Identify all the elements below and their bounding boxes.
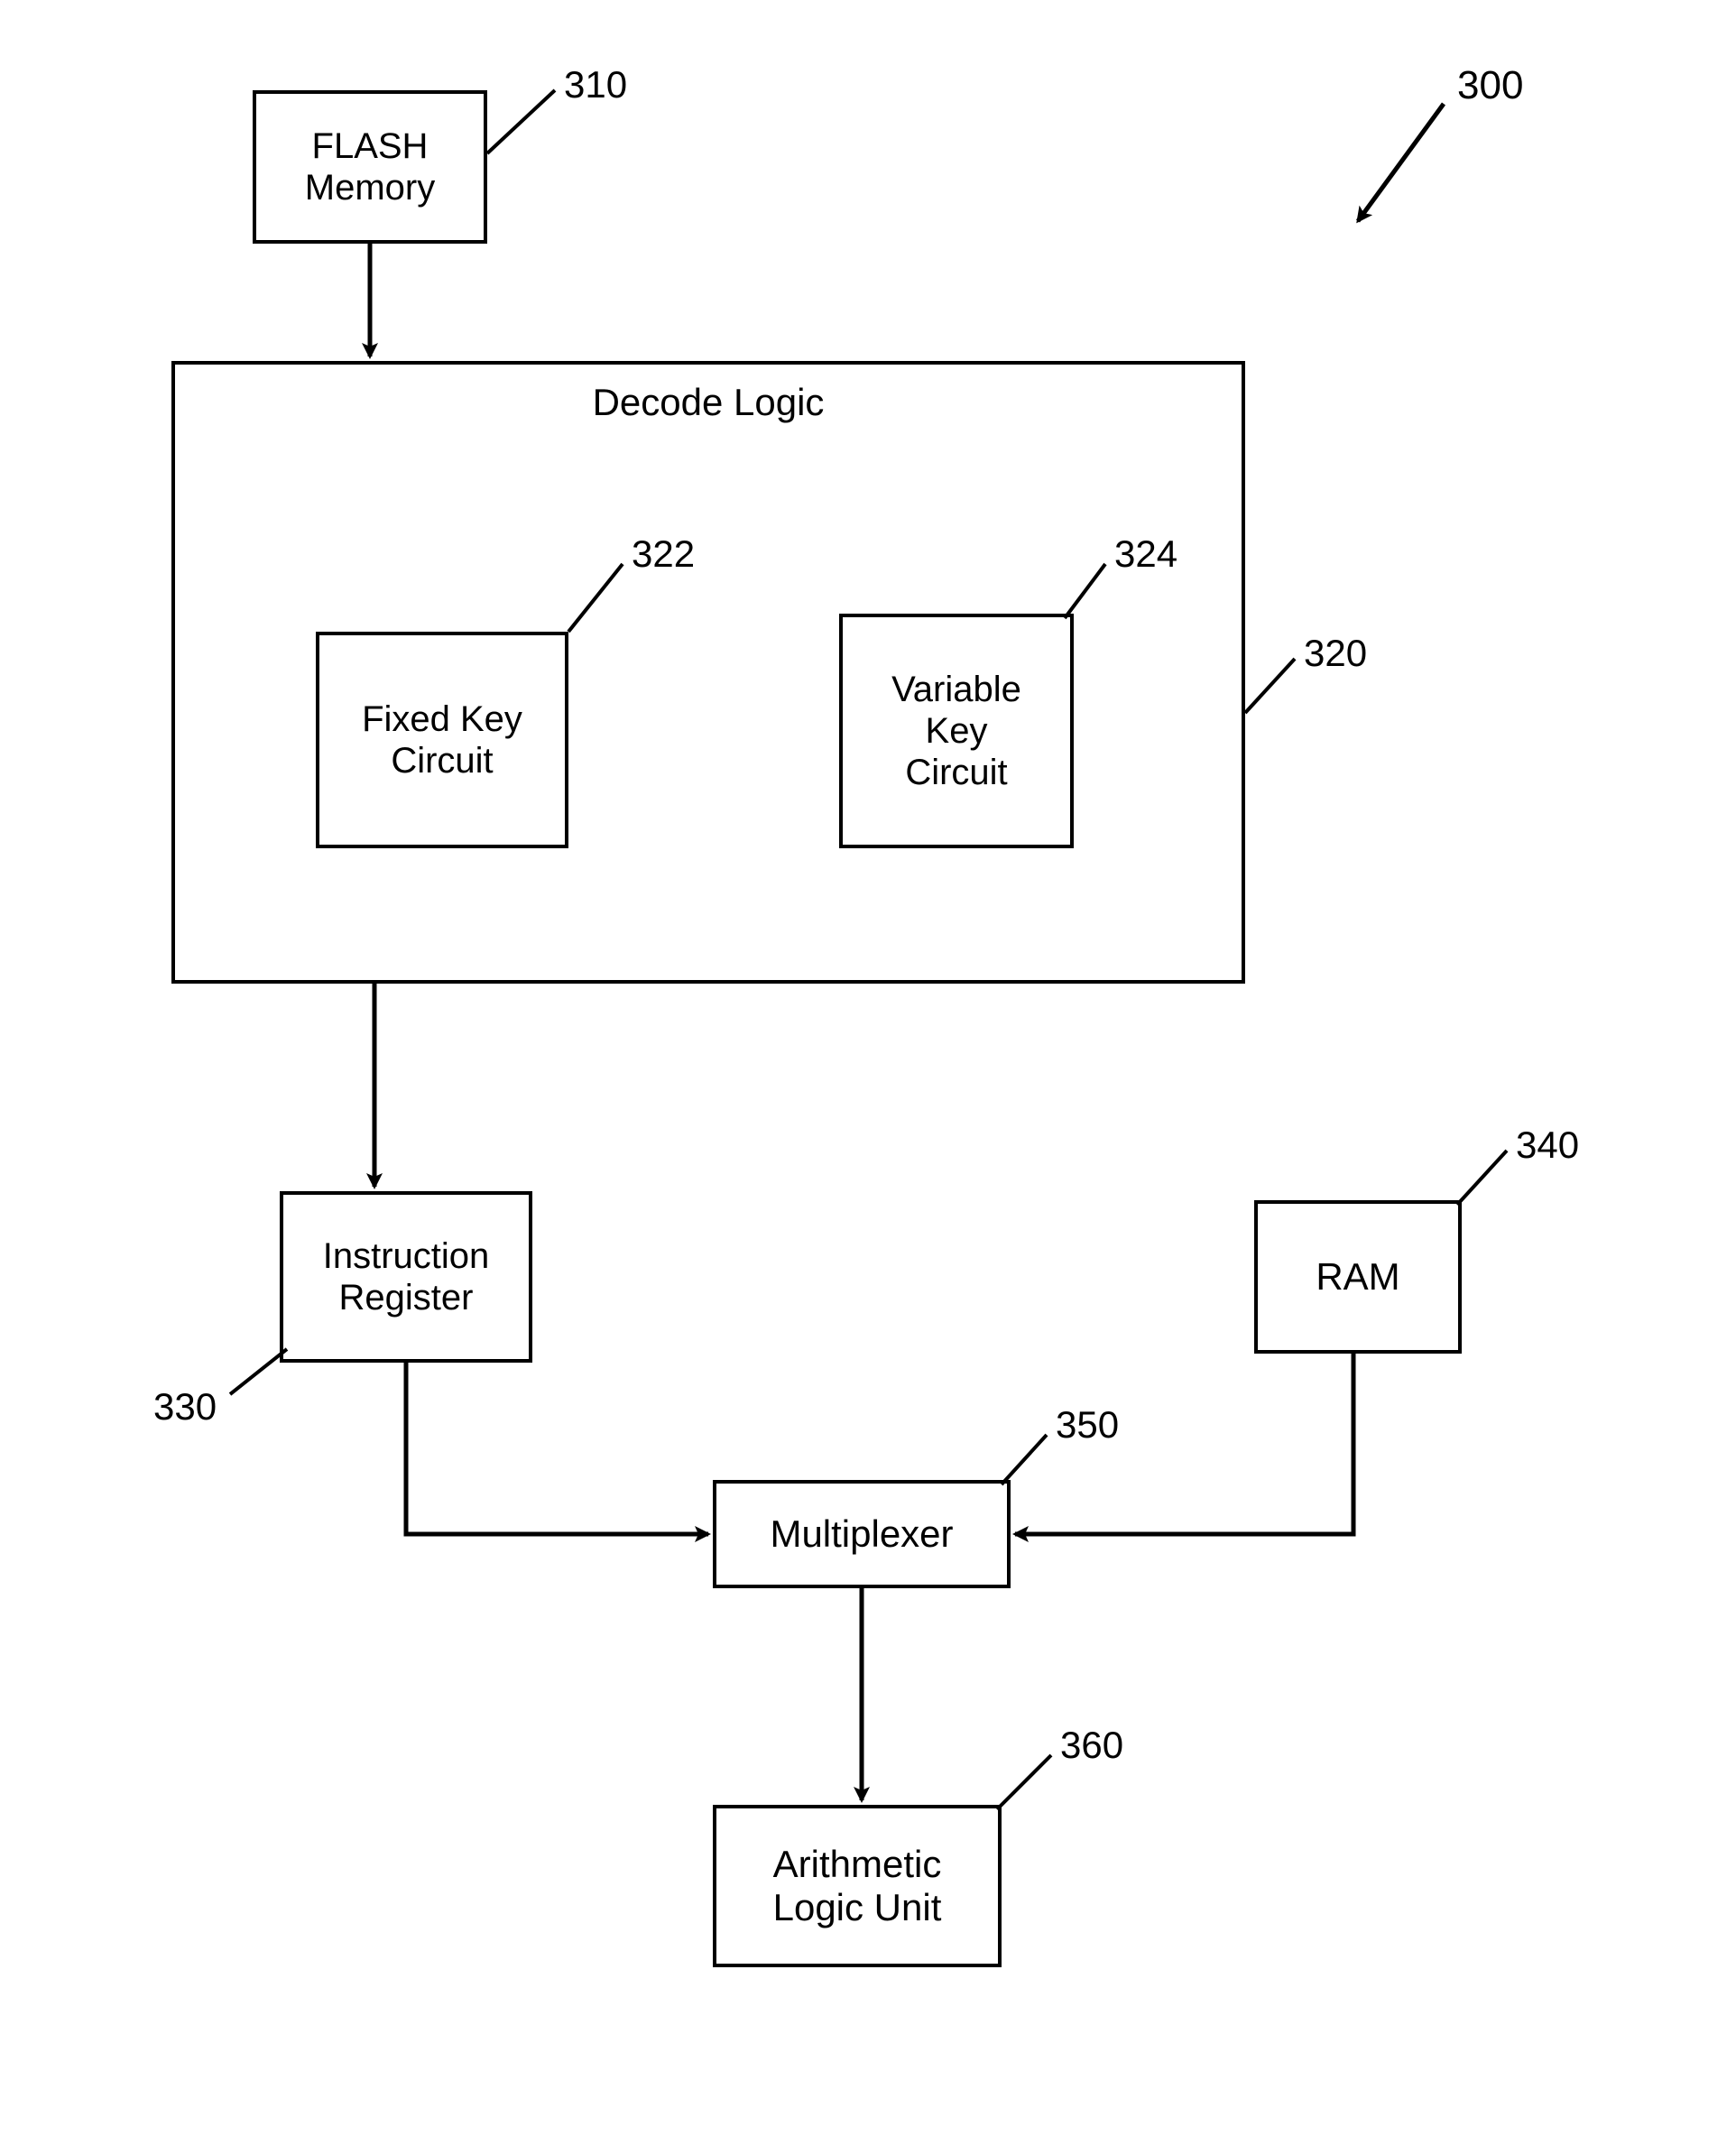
node-multiplexer: Multiplexer (713, 1480, 1011, 1588)
leader-310 (487, 90, 555, 153)
diagram-canvas: FLASHMemory Decode Logic Fixed KeyCircui… (0, 0, 1736, 2136)
ref-label-322: 322 (632, 532, 695, 576)
ref-label-350: 350 (1056, 1403, 1119, 1447)
ref-label-340: 340 (1516, 1123, 1579, 1167)
ref-label-360: 360 (1060, 1724, 1123, 1767)
edge-ir-to-mux (406, 1363, 708, 1534)
node-flash-memory-label: FLASHMemory (305, 125, 435, 208)
node-arithmetic-logic-unit: ArithmeticLogic Unit (713, 1805, 1002, 1967)
leader-360 (997, 1755, 1051, 1809)
node-arithmetic-logic-unit-label: ArithmeticLogic Unit (773, 1843, 942, 1930)
leader-320 (1245, 659, 1295, 713)
node-decode-logic-label: Decode Logic (593, 381, 825, 424)
leader-350 (1002, 1435, 1047, 1484)
ref-label-320: 320 (1304, 632, 1367, 675)
node-ram-label: RAM (1316, 1255, 1399, 1299)
node-instruction-register-label: InstructionRegister (323, 1235, 490, 1318)
ref-label-324: 324 (1114, 532, 1177, 576)
leader-330 (230, 1349, 287, 1394)
node-variable-key-circuit-label: VariableKeyCircuit (891, 669, 1021, 793)
node-ram: RAM (1254, 1200, 1462, 1354)
node-fixed-key-circuit-label: Fixed KeyCircuit (362, 698, 522, 781)
leader-300-arrow (1358, 104, 1444, 221)
ref-label-310: 310 (564, 63, 627, 106)
ref-label-300: 300 (1457, 63, 1523, 108)
node-variable-key-circuit: VariableKeyCircuit (839, 614, 1074, 848)
node-instruction-register: InstructionRegister (280, 1191, 532, 1363)
ref-label-330: 330 (153, 1385, 217, 1429)
node-fixed-key-circuit: Fixed KeyCircuit (316, 632, 568, 848)
node-multiplexer-label: Multiplexer (770, 1512, 953, 1556)
node-flash-memory: FLASHMemory (253, 90, 487, 244)
leader-340 (1457, 1151, 1507, 1205)
